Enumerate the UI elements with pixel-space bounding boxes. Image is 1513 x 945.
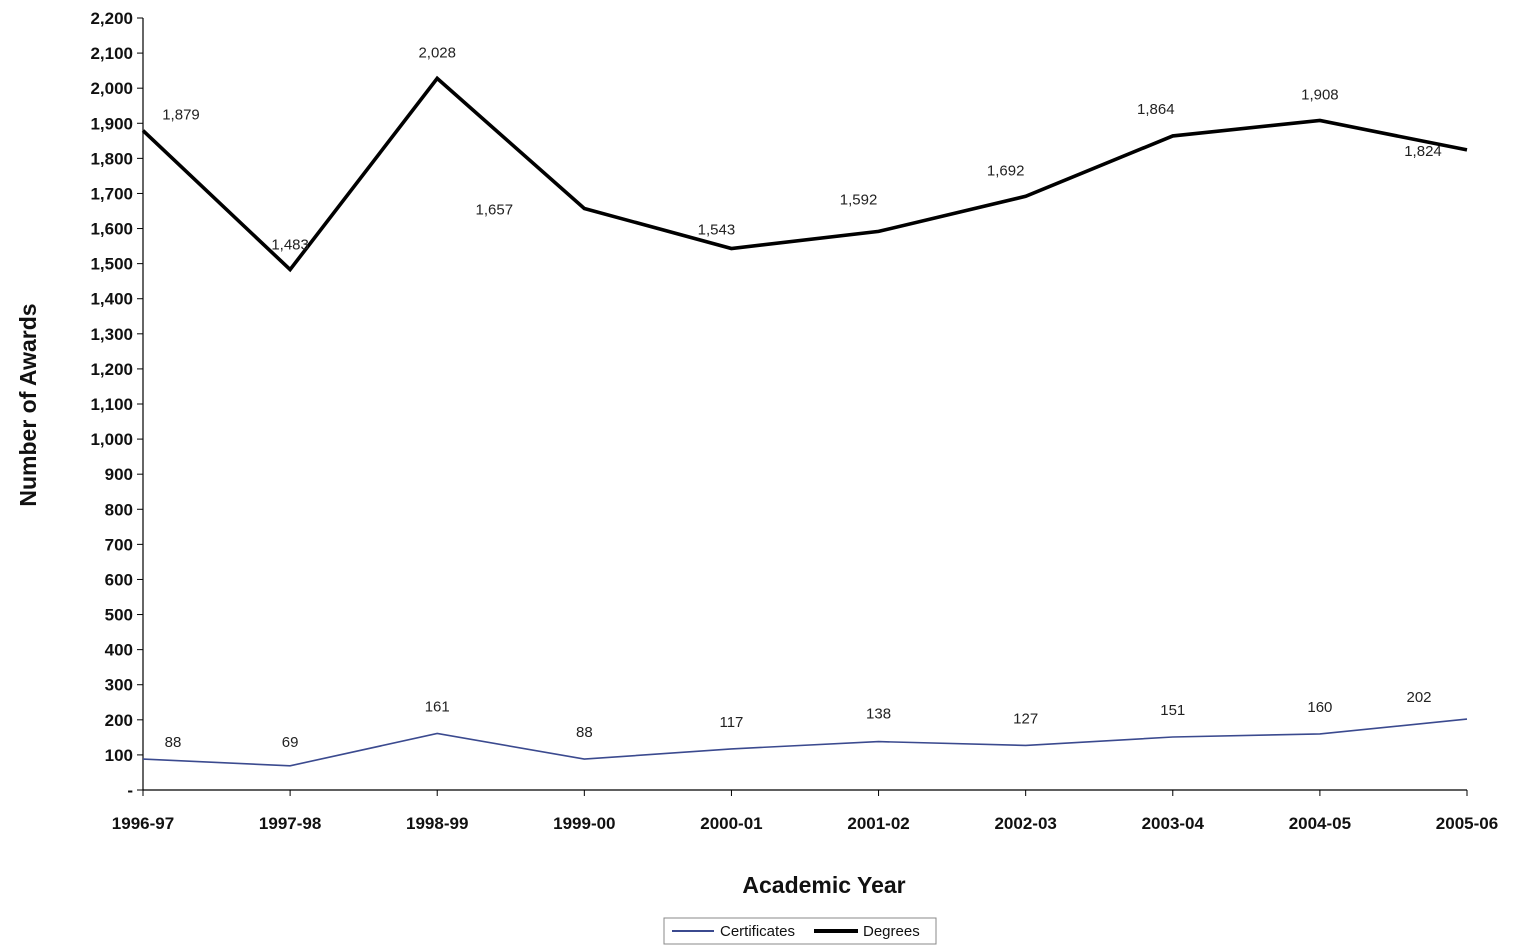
data-label-certificates: 202	[1406, 689, 1431, 706]
data-label-degrees: 1,864	[1137, 101, 1175, 118]
x-tick-label: 1996-97	[112, 814, 174, 833]
x-tick-label: 2004-05	[1289, 814, 1351, 833]
y-tick-label: 2,000	[90, 79, 133, 98]
y-tick-label: 800	[105, 500, 133, 519]
series-layer	[141, 75, 1468, 767]
series-line-degrees	[141, 75, 1468, 273]
y-axis: - 100 200 300 400 500 600 700 800 900 1,000 1,100 1,…	[90, 9, 144, 800]
y-tick-label: 2,100	[90, 44, 133, 63]
series-line-certificates	[142, 718, 1468, 767]
y-tick-label: 600	[105, 570, 133, 589]
x-tick-label: 2002-03	[994, 814, 1056, 833]
data-label-degrees: 1,657	[476, 202, 514, 219]
x-tick-label: 1999-00	[553, 814, 615, 833]
y-tick-label: 1,700	[90, 184, 133, 203]
data-label-certificates: 88	[576, 724, 593, 741]
x-tick-label: 2000-01	[700, 814, 762, 833]
y-tick-label: 500	[105, 606, 133, 625]
y-tick-label: 1,300	[90, 325, 133, 344]
data-label-degrees: 2,028	[418, 44, 456, 61]
data-labels: 88 69 161 88 117 138 127 151 160 202 1,879 1,483 2,0…	[162, 44, 1442, 751]
y-axis-title: Number of Awards	[15, 303, 41, 506]
y-tick-label: 900	[105, 465, 133, 484]
legend-label-degrees: Degrees	[863, 923, 920, 940]
data-label-certificates: 160	[1307, 699, 1332, 716]
data-label-certificates: 69	[282, 734, 299, 751]
y-tick-label: 200	[105, 711, 133, 730]
legend-label-certificates: Certificates	[720, 923, 795, 940]
y-tick-label: 100	[105, 746, 133, 765]
data-label-degrees: 1,908	[1301, 86, 1339, 103]
x-tick-label: 2003-04	[1142, 814, 1205, 833]
x-tick-label: 1997-98	[259, 814, 321, 833]
data-label-certificates: 138	[866, 706, 891, 723]
data-label-degrees: 1,692	[987, 162, 1025, 179]
data-label-degrees: 1,543	[698, 222, 736, 239]
x-tick-label: 2005-06	[1436, 814, 1498, 833]
data-label-degrees: 1,592	[840, 191, 878, 208]
data-label-degrees: 1,879	[162, 107, 200, 124]
y-tick-label: 400	[105, 641, 133, 660]
data-label-certificates: 161	[425, 699, 450, 716]
y-tick-label: 2,200	[90, 9, 133, 28]
data-label-degrees: 1,824	[1404, 143, 1442, 160]
data-label-certificates: 117	[719, 714, 743, 731]
data-label-certificates: 151	[1160, 702, 1185, 719]
y-tick-label: -	[127, 781, 133, 800]
y-tick-label: 1,000	[90, 430, 133, 449]
y-tick-label: 1,800	[90, 149, 133, 168]
y-tick-label: 1,100	[90, 395, 133, 414]
data-label-certificates: 127	[1013, 710, 1038, 727]
y-tick-label: 1,900	[90, 114, 133, 133]
y-tick-label: 1,400	[90, 290, 133, 309]
x-axis: 1996-97 1997-98 1998-99 1999-00 2000-01 2001-…	[112, 789, 1498, 833]
legend: Certificates Degrees	[663, 917, 937, 945]
x-tick-label: 2001-02	[847, 814, 909, 833]
y-tick-label: 700	[105, 535, 133, 554]
data-label-degrees: 1,483	[271, 237, 309, 254]
y-tick-label: 300	[105, 676, 133, 695]
data-label-certificates: 88	[165, 734, 182, 751]
y-tick-label: 1,500	[90, 255, 133, 274]
x-axis-title: Academic Year	[742, 872, 905, 898]
y-tick-label: 1,600	[90, 220, 133, 239]
y-tick-label: 1,200	[90, 360, 133, 379]
x-tick-label: 1998-99	[406, 814, 468, 833]
